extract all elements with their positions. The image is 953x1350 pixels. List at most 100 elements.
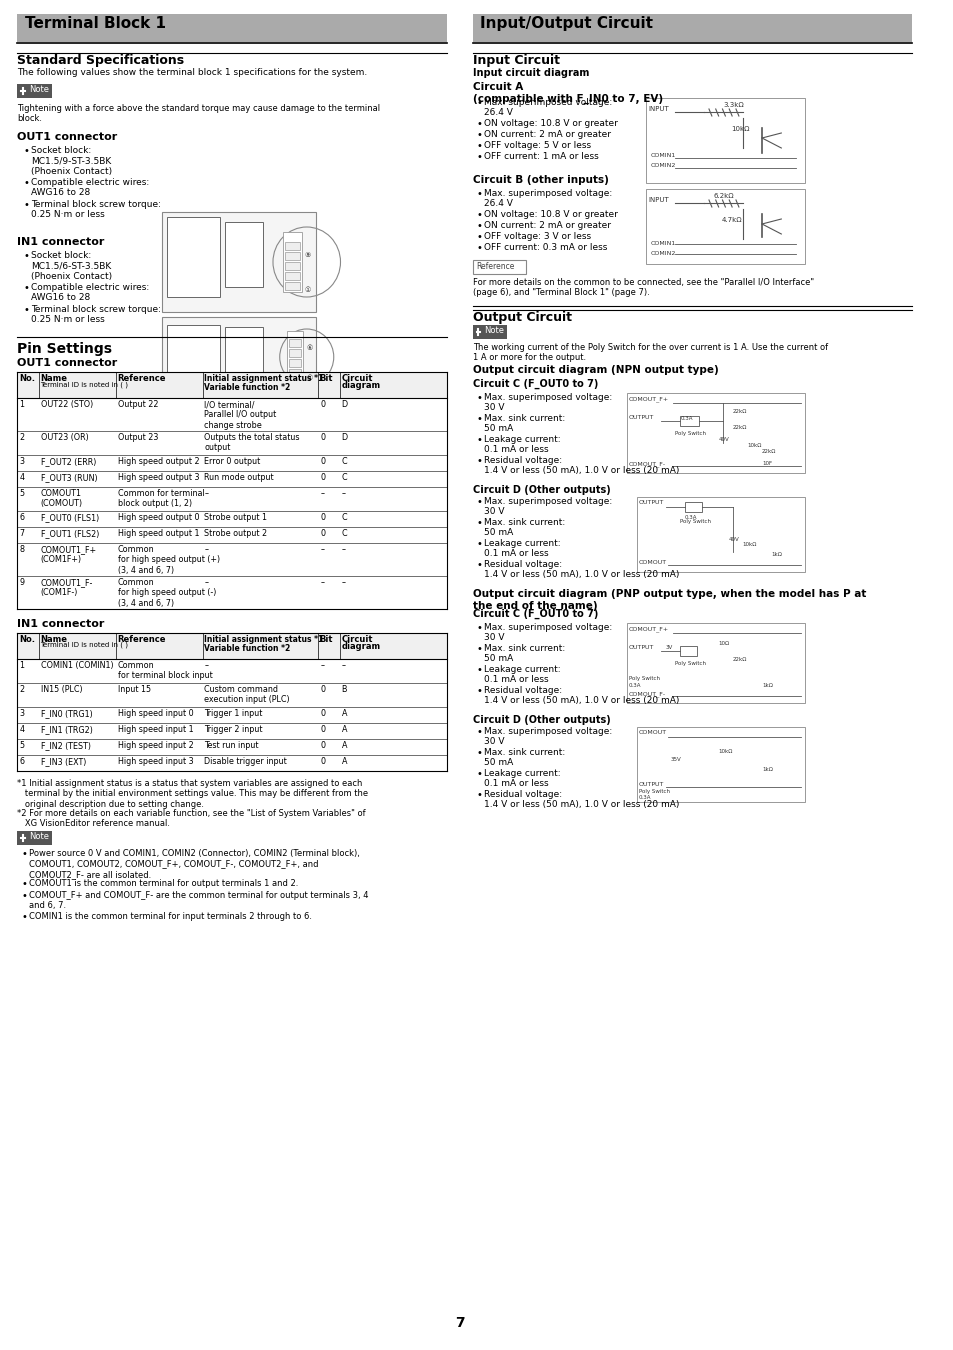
Text: Input 15: Input 15	[117, 684, 151, 694]
Text: 0: 0	[320, 458, 325, 466]
Text: Trigger 2 input: Trigger 2 input	[204, 725, 263, 734]
Text: Output 22: Output 22	[117, 400, 158, 409]
Text: COMOUT1
(COMOUT): COMOUT1 (COMOUT)	[40, 489, 83, 509]
Bar	[17, 543, 446, 576]
Text: Residual voltage:
1.4 V or less (50 mA), 1.0 V or less (20 mA): Residual voltage: 1.4 V or less (50 mA),…	[484, 560, 679, 579]
Text: Circuit B (other inputs): Circuit B (other inputs)	[472, 176, 608, 185]
Bar	[679, 647, 697, 656]
Bar	[17, 471, 446, 487]
Text: •: •	[476, 539, 482, 549]
Text: •: •	[23, 146, 29, 157]
Bar	[17, 373, 446, 398]
Bar	[636, 497, 804, 572]
Text: •: •	[476, 435, 482, 446]
Text: Residual voltage:
1.4 V or less (50 mA), 1.0 V or less (20 mA): Residual voltage: 1.4 V or less (50 mA),…	[484, 456, 679, 475]
Text: 40V: 40V	[718, 437, 729, 441]
Text: 10Ω: 10Ω	[718, 641, 729, 647]
Bar	[17, 633, 446, 659]
Bar	[289, 359, 300, 367]
Text: 8: 8	[19, 545, 24, 554]
Text: OUT1 connector: OUT1 connector	[17, 132, 117, 142]
Text: The working current of the Poly Switch for the over current is 1 A. Use the curr: The working current of the Poly Switch f…	[472, 343, 827, 362]
Text: C: C	[341, 458, 347, 466]
Text: Note: Note	[29, 85, 49, 94]
Text: Terminal block screw torque:
0.25 N·m or less: Terminal block screw torque: 0.25 N·m or…	[30, 305, 161, 324]
Text: ON voltage: 10.8 V or greater: ON voltage: 10.8 V or greater	[484, 211, 618, 219]
Text: Circuit: Circuit	[341, 634, 373, 644]
Text: Common
for high speed output (+)
(3, 4 and 6, 7): Common for high speed output (+) (3, 4 a…	[117, 545, 219, 575]
Text: •: •	[476, 560, 482, 570]
Text: 0.3A: 0.3A	[680, 416, 693, 421]
Text: Compatible electric wires:
AWG16 to 28: Compatible electric wires: AWG16 to 28	[30, 284, 149, 302]
Text: Bit: Bit	[319, 634, 333, 644]
Text: Name: Name	[40, 634, 68, 644]
Text: 6: 6	[19, 757, 24, 765]
Text: Max. superimposed voltage:
26.4 V: Max. superimposed voltage: 26.4 V	[484, 189, 612, 208]
Text: –: –	[204, 489, 209, 498]
Text: ⑨: ⑨	[305, 252, 311, 258]
Text: 9: 9	[19, 578, 25, 587]
Text: Leakage current:
0.1 mA or less: Leakage current: 0.1 mA or less	[484, 666, 560, 684]
Text: –: –	[320, 489, 324, 498]
Text: •: •	[476, 393, 482, 404]
Text: Output 23: Output 23	[117, 433, 158, 441]
Text: Error 0 output: Error 0 output	[204, 458, 260, 466]
Bar	[17, 84, 52, 99]
Text: COMOUT_F-: COMOUT_F-	[628, 691, 665, 697]
Text: Max. superimposed voltage:
26.4 V: Max. superimposed voltage: 26.4 V	[484, 99, 612, 117]
Text: OFF voltage: 5 V or less: OFF voltage: 5 V or less	[484, 140, 591, 150]
Text: 6: 6	[19, 513, 24, 522]
Text: Input circuit diagram: Input circuit diagram	[472, 68, 588, 78]
Text: Note: Note	[29, 832, 49, 841]
Text: 3: 3	[19, 458, 24, 466]
Text: COMOUT_F+: COMOUT_F+	[628, 396, 668, 402]
Bar	[289, 369, 300, 377]
Text: OFF voltage: 3 V or less: OFF voltage: 3 V or less	[484, 232, 591, 242]
Text: •: •	[476, 686, 482, 697]
Text: Circuit C (F_OUT0 to 7): Circuit C (F_OUT0 to 7)	[472, 379, 598, 389]
Text: 0.3A: 0.3A	[628, 683, 640, 688]
Text: •: •	[476, 728, 482, 737]
Text: –: –	[204, 545, 209, 554]
Text: •: •	[23, 178, 29, 188]
Text: 1kΩ: 1kΩ	[771, 552, 781, 558]
Text: For more details on the common to be connected, see the "Parallel I/O Interface": For more details on the common to be con…	[472, 278, 813, 297]
Text: 0: 0	[320, 684, 325, 694]
Text: Power source 0 V and COMIN1, COMIN2 (Connector), COMIN2 (Terminal block),
COMOUT: Power source 0 V and COMIN1, COMIN2 (Con…	[29, 849, 359, 879]
Text: •: •	[476, 221, 482, 231]
Text: COMIN2: COMIN2	[650, 251, 676, 256]
Text: 0: 0	[320, 433, 325, 441]
Text: –: –	[320, 545, 324, 554]
Text: 2: 2	[19, 433, 25, 441]
Bar	[17, 755, 446, 771]
Text: 0.3A: 0.3A	[638, 795, 650, 801]
Text: 0: 0	[320, 709, 325, 718]
Text: •: •	[476, 153, 482, 162]
Text: No.: No.	[19, 374, 35, 383]
Bar	[289, 339, 300, 347]
Bar	[167, 217, 220, 297]
Bar	[645, 99, 804, 184]
Bar	[17, 455, 446, 471]
Text: 22kΩ: 22kΩ	[732, 657, 747, 661]
Text: Socket block:
MC1.5/6-ST-3.5BK
(Phoenix Contact): Socket block: MC1.5/6-ST-3.5BK (Phoenix …	[30, 251, 112, 281]
Text: Reference: Reference	[476, 262, 515, 271]
Text: Run mode output: Run mode output	[204, 472, 274, 482]
Bar	[626, 622, 804, 703]
Bar	[282, 232, 301, 292]
Text: COMIN2: COMIN2	[650, 163, 676, 167]
Text: C: C	[341, 513, 347, 522]
Text: –: –	[204, 578, 209, 587]
Text: OUTPUT: OUTPUT	[638, 782, 663, 787]
Bar	[626, 393, 804, 472]
Text: Name: Name	[40, 374, 68, 383]
Text: 22kΩ: 22kΩ	[732, 425, 747, 431]
Text: Terminal ID is noted in ( ): Terminal ID is noted in ( )	[40, 381, 129, 387]
Text: diagram: diagram	[341, 381, 380, 390]
Bar	[645, 189, 804, 265]
Bar	[17, 512, 446, 526]
Text: 5: 5	[19, 741, 25, 751]
Text: 10kΩ: 10kΩ	[747, 443, 761, 448]
Text: IN1 connector: IN1 connector	[17, 620, 105, 629]
Text: COMIN1: COMIN1	[650, 153, 676, 158]
